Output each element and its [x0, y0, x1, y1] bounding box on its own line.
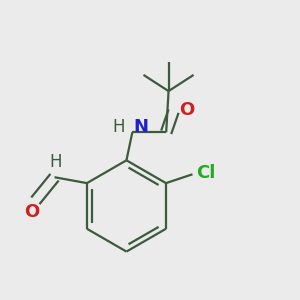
Text: Cl: Cl — [196, 164, 215, 182]
Text: O: O — [24, 203, 40, 221]
Text: N: N — [134, 118, 149, 136]
Text: H: H — [50, 153, 62, 171]
Text: O: O — [179, 101, 194, 119]
Text: H: H — [112, 118, 125, 136]
